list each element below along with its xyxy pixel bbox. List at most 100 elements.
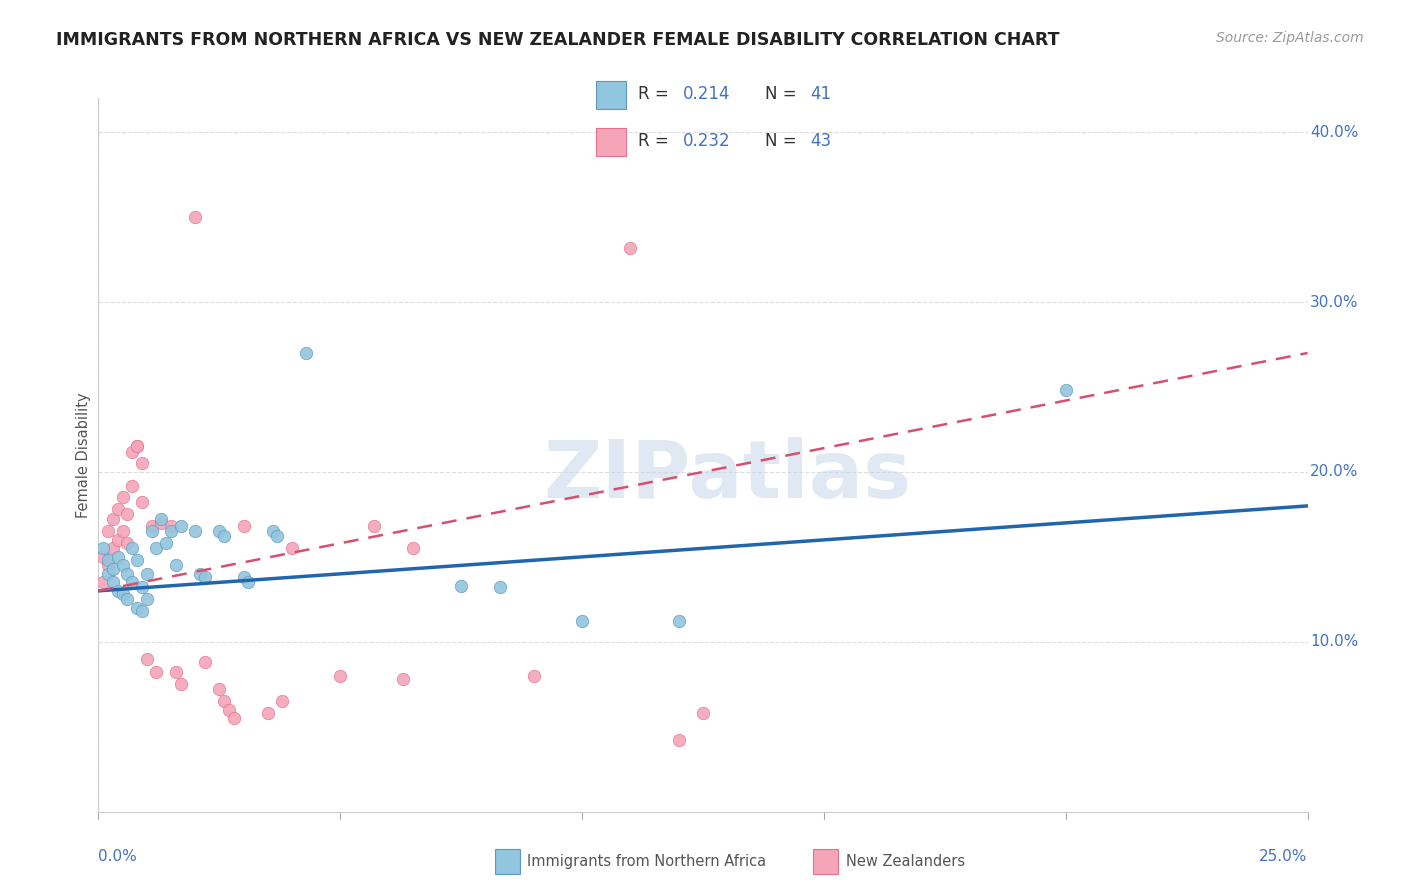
Point <box>160 519 183 533</box>
Point <box>121 541 143 556</box>
Point <box>101 562 124 576</box>
Point <box>91 541 114 556</box>
Point <box>208 524 231 539</box>
Text: 25.0%: 25.0% <box>1260 849 1308 864</box>
Point <box>155 536 177 550</box>
Point <box>131 604 153 618</box>
Point <box>194 570 217 584</box>
Point <box>127 439 149 453</box>
Text: R =: R = <box>638 132 673 150</box>
Point <box>165 665 187 680</box>
Point <box>107 533 129 547</box>
Text: IMMIGRANTS FROM NORTHERN AFRICA VS NEW ZEALANDER FEMALE DISABILITY CORRELATION C: IMMIGRANTS FROM NORTHERN AFRICA VS NEW Z… <box>56 31 1060 49</box>
Point <box>101 512 124 526</box>
Text: Source: ZipAtlas.com: Source: ZipAtlas.com <box>1216 31 1364 45</box>
FancyBboxPatch shape <box>813 849 838 874</box>
Text: N =: N = <box>765 132 801 150</box>
FancyBboxPatch shape <box>596 81 626 109</box>
Point <box>619 241 641 255</box>
Point <box>571 615 593 629</box>
Point <box>212 694 235 708</box>
Point <box>169 519 191 533</box>
Point <box>141 519 163 533</box>
Point <box>1054 384 1077 398</box>
Text: ZIPatlas: ZIPatlas <box>543 437 911 516</box>
Point <box>111 524 134 539</box>
Text: 0.214: 0.214 <box>683 86 731 103</box>
Point <box>363 519 385 533</box>
Point <box>97 524 120 539</box>
Point <box>107 583 129 598</box>
Point <box>489 581 512 595</box>
Point <box>523 669 546 683</box>
Point <box>145 665 167 680</box>
Point <box>131 457 153 471</box>
Text: 0.232: 0.232 <box>683 132 731 150</box>
Text: 0.0%: 0.0% <box>98 849 138 864</box>
Point <box>141 524 163 539</box>
Point <box>208 682 231 697</box>
Text: 30.0%: 30.0% <box>1310 294 1358 310</box>
Point <box>131 581 153 595</box>
Point <box>271 694 294 708</box>
Point <box>121 444 143 458</box>
Point <box>266 529 288 543</box>
Point <box>97 558 120 573</box>
Point <box>232 570 254 584</box>
Point <box>329 669 352 683</box>
Point <box>117 566 139 581</box>
Point <box>127 439 149 453</box>
Text: N =: N = <box>765 86 801 103</box>
Point <box>127 600 149 615</box>
Point <box>131 495 153 509</box>
Point <box>218 703 240 717</box>
Point <box>107 549 129 564</box>
Point <box>392 672 415 686</box>
Point <box>194 655 217 669</box>
FancyBboxPatch shape <box>495 849 520 874</box>
Text: 43: 43 <box>810 132 831 150</box>
Text: 40.0%: 40.0% <box>1310 125 1358 140</box>
Point <box>97 553 120 567</box>
Point <box>256 706 278 721</box>
Point <box>135 592 157 607</box>
Point <box>184 524 207 539</box>
Point <box>281 541 304 556</box>
Point <box>145 541 167 556</box>
Point <box>165 558 187 573</box>
Point <box>169 677 191 691</box>
Point <box>450 579 472 593</box>
Point <box>111 587 134 601</box>
Point <box>402 541 425 556</box>
Text: 10.0%: 10.0% <box>1310 634 1358 649</box>
Point <box>160 524 183 539</box>
Point <box>262 524 284 539</box>
Point <box>121 478 143 492</box>
Point <box>117 536 139 550</box>
Point <box>135 566 157 581</box>
Point <box>188 566 211 581</box>
Point <box>107 502 129 516</box>
Point <box>232 519 254 533</box>
Point <box>135 652 157 666</box>
Y-axis label: Female Disability: Female Disability <box>76 392 91 517</box>
Point <box>150 516 173 530</box>
Text: R =: R = <box>638 86 673 103</box>
Point <box>91 575 114 590</box>
Point <box>668 615 690 629</box>
Point <box>212 529 235 543</box>
Point <box>101 541 124 556</box>
Point <box>121 575 143 590</box>
Point <box>91 549 114 564</box>
Point <box>150 512 173 526</box>
Point <box>111 558 134 573</box>
Point <box>222 711 245 725</box>
Point <box>295 346 318 360</box>
Point <box>97 566 120 581</box>
Text: Immigrants from Northern Africa: Immigrants from Northern Africa <box>527 855 766 869</box>
Text: 20.0%: 20.0% <box>1310 465 1358 479</box>
FancyBboxPatch shape <box>596 128 626 156</box>
Point <box>117 592 139 607</box>
Point <box>692 706 714 721</box>
Point <box>668 733 690 747</box>
